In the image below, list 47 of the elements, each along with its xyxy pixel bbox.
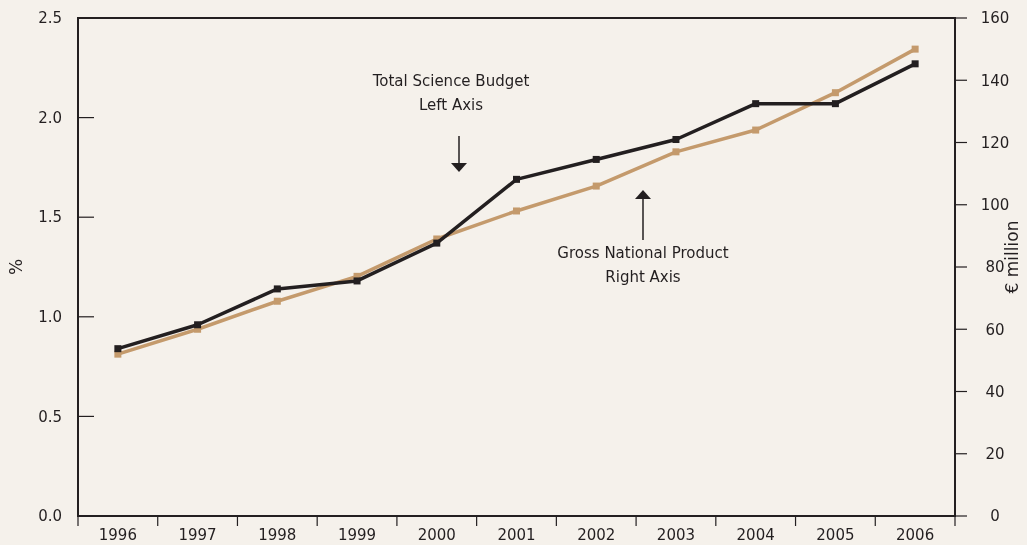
x-tick-label: 2006 [896,526,935,544]
x-tick-label: 2003 [656,526,696,544]
y-tick-label: 1.5 [38,208,62,227]
y-tick-label: 1.0 [38,308,62,327]
y-tick-label: 2.5 [38,9,62,28]
x-tick-label: 2001 [497,526,536,544]
y-tick-label: 2.0 [38,108,62,127]
y2-tick-label: 0 [990,507,1000,526]
point [592,155,600,163]
point [194,321,202,329]
y2-tick-label: 40 [985,382,1005,401]
point [353,277,361,285]
point [513,175,520,183]
point [114,345,122,353]
x-tick-label: 2002 [577,526,616,544]
point [273,285,281,293]
point [672,148,680,156]
y-axis-title: % [6,258,26,276]
x-tick-label: 2005 [816,526,855,544]
point [911,60,919,68]
annotation: Total Science Budget Left Axis [371,72,530,114]
point [672,136,680,144]
point [513,207,520,215]
x-tick-label: 1996 [98,526,137,544]
point [831,100,839,108]
y2-tick-label: 80 [985,258,1005,277]
point [273,297,281,305]
y2-tick-label: 60 [985,320,1005,339]
point [592,182,600,190]
point [433,239,441,247]
y-tick-label: 0.0 [38,507,62,526]
y2-tick-label: 120 [980,133,1010,152]
y2-tick-label: 20 [985,445,1005,463]
point [752,126,760,134]
y2-tick-label: 140 [980,71,1010,90]
x-tick-label: 2004 [736,526,775,544]
y-tick-label: 0.5 [38,407,62,426]
annotation: Gross National Product Right Axis [557,244,729,286]
y2-tick-label: 100 [980,196,1010,214]
y2-tick-label: 160 [980,9,1010,28]
point [752,100,760,108]
point [911,45,919,53]
x-tick-label: 2000 [417,526,456,544]
x-tick-label: 1998 [258,526,297,544]
point [831,89,839,97]
x-tick-label: 1999 [337,526,377,544]
x-tick-label: 1997 [178,526,217,544]
